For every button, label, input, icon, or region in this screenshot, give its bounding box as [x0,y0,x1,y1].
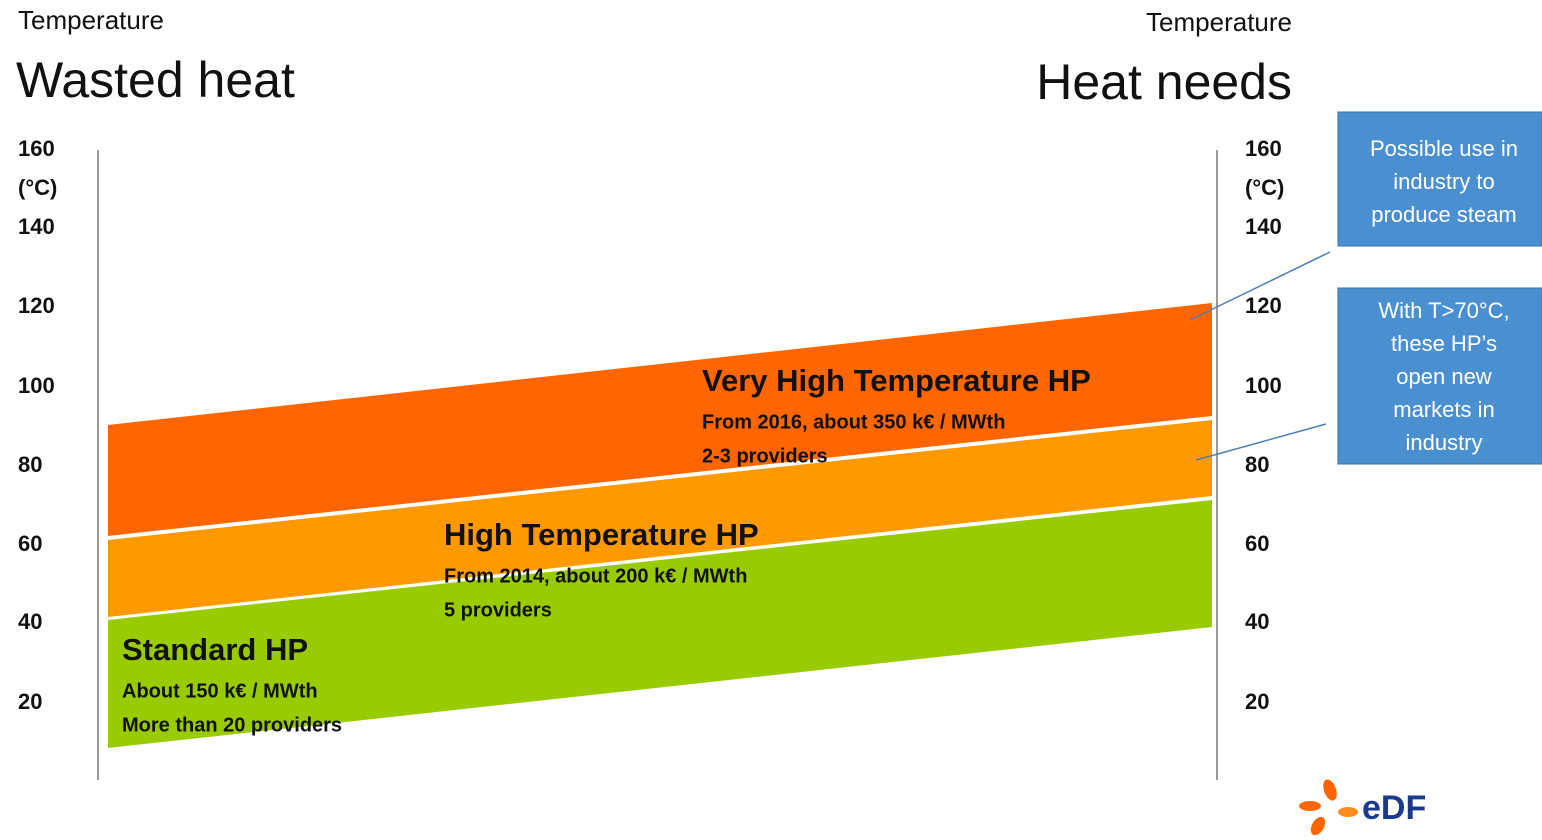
callout-connector [1195,423,1327,461]
axis-tick: 40 [18,609,42,634]
axis-tick: 60 [18,531,42,556]
axis-unit: (°C) [18,175,57,200]
band-detail: About 150 k€ / MWth [122,680,318,702]
callout-text: markets in [1393,397,1494,422]
axis-unit: (°C) [1245,175,1284,200]
high-band [108,420,1212,617]
band-title: High Temperature HP [444,517,759,552]
axis-tick: 20 [18,689,42,714]
band-detail: From 2016, about 350 k€ / MWth [702,411,1005,433]
axis-tick: 120 [1245,293,1282,318]
axis-tick: 100 [18,373,55,398]
axis-tick: 120 [18,293,55,318]
axis-tick: 160 [1245,136,1282,161]
callout-text: With T>70°C, [1378,298,1509,323]
header-title: Heat needs [1036,54,1292,110]
header-title: Wasted heat [16,52,295,108]
axis-tick: 100 [1245,373,1282,398]
logo-text: eDF [1362,789,1426,827]
axis-tick: 160 [18,136,55,161]
band-title: Very High Temperature HP [702,363,1091,398]
callout-box [1337,111,1542,247]
very-high-band [108,303,1212,536]
band-detail: From 2014, about 200 k€ / MWth [444,565,747,587]
band-title: Standard HP [122,632,308,667]
callout-text: produce steam [1371,202,1517,227]
axis-tick: 80 [18,452,42,477]
header-label: Temperature [18,5,164,35]
logo-mark [1299,779,1358,836]
axis-tick: 80 [1245,452,1269,477]
standard-band [108,500,1212,748]
callout-text: Possible use in [1370,136,1518,161]
header-label: Temperature [1146,7,1292,37]
callout-text: industry [1405,430,1482,455]
axis-tick: 140 [1245,214,1282,239]
callout-text: these HP’s [1391,331,1497,356]
axis-tick: 60 [1245,531,1269,556]
band-detail: 2-3 providers [702,445,828,467]
callout-connector [1189,251,1331,321]
band-detail: More than 20 providers [122,714,342,736]
axis-tick: 40 [1245,609,1269,634]
callout-text: industry to [1393,169,1495,194]
callout-text: open new [1396,364,1492,389]
band-detail: 5 providers [444,599,552,621]
callout-box [1337,287,1542,465]
axis-tick: 20 [1245,689,1269,714]
axis-tick: 140 [18,214,55,239]
